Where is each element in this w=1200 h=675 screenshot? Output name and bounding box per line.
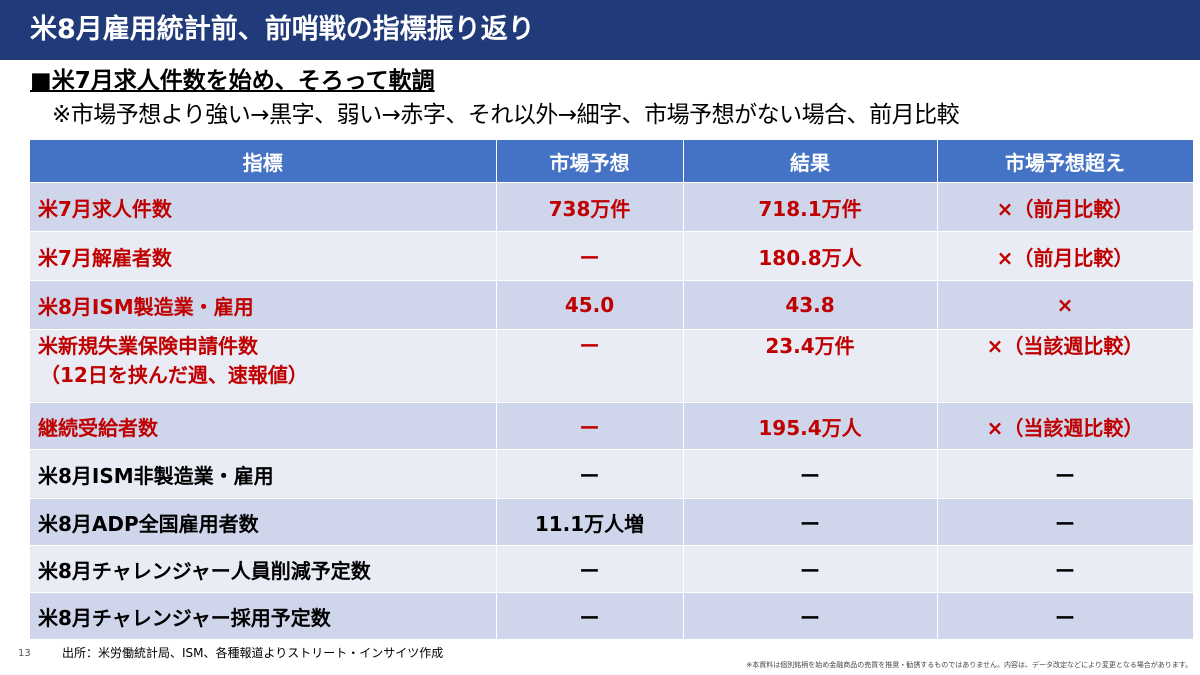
indicator-cell: 米8月ADP全国雇用者数 xyxy=(30,498,497,546)
forecast-cell: ー xyxy=(496,592,684,639)
disclaimer: ※本資料は個別銘柄を始め金融商品の売買を推奨・勧誘するものではありません。内容は… xyxy=(746,661,1192,669)
color-legend-note: ※市場予想より強い→黒字、弱い→赤字、それ以外→細字、市場予想がない場合、前月比… xyxy=(52,102,960,128)
indicator-cell: 米7月求人件数 xyxy=(30,182,497,232)
forecast-cell: ー xyxy=(496,545,684,593)
result-cell: ー xyxy=(683,592,938,639)
result-cell: ー xyxy=(683,545,938,593)
forecast-cell: ー xyxy=(496,402,684,450)
slide-subtitle: ■米7月求人件数を始め、そろって軟調 xyxy=(30,68,435,94)
forecast-cell: ー xyxy=(496,449,684,499)
indicator-cell: 米新規失業保険申請件数 （12日を挟んだ週、速報値） xyxy=(30,329,497,403)
forecast-cell: 11.1万人増 xyxy=(496,498,684,546)
header-result: 結果 xyxy=(683,140,938,183)
forecast-cell: 45.0 xyxy=(496,280,684,330)
table-row: 米8月ISM非製造業・雇用 ー ー ー xyxy=(30,449,1194,499)
forecast-cell: ー xyxy=(496,329,684,403)
forecast-cell: ー xyxy=(496,231,684,281)
forecast-cell: 738万件 xyxy=(496,182,684,232)
beat-cell: ×（当該週比較） xyxy=(937,402,1194,450)
indicator-cell: 米8月チャレンジャー人員削減予定数 xyxy=(30,545,497,593)
indicator-cell: 米8月チャレンジャー採用予定数 xyxy=(30,592,497,639)
page-number: 13 xyxy=(18,648,31,659)
table-row: 米7月解雇者数 ー 180.8万人 ×（前月比較） xyxy=(30,231,1194,281)
result-cell: 23.4万件 xyxy=(683,329,938,403)
table-row: 米8月チャレンジャー採用予定数 ー ー ー xyxy=(30,592,1194,639)
result-cell: ー xyxy=(683,449,938,499)
beat-cell: ー xyxy=(937,449,1194,499)
result-cell: ー xyxy=(683,498,938,546)
table-row: 継続受給者数 ー 195.4万人 ×（当該週比較） xyxy=(30,402,1194,450)
result-cell: 43.8 xyxy=(683,280,938,330)
indicator-cell: 米7月解雇者数 xyxy=(30,231,497,281)
indicator-line-2: （12日を挟んだ週、速報値） xyxy=(40,363,308,387)
header-forecast: 市場予想 xyxy=(496,140,684,183)
table-row: 米8月チャレンジャー人員削減予定数 ー ー ー xyxy=(30,545,1194,593)
header-beat: 市場予想超え xyxy=(937,140,1194,183)
beat-cell: ×（前月比較） xyxy=(937,182,1194,232)
header-indicator: 指標 xyxy=(30,140,497,183)
table-row: 米7月求人件数 738万件 718.1万件 ×（前月比較） xyxy=(30,182,1194,232)
beat-cell: ー xyxy=(937,545,1194,593)
indicator-table: 指標 市場予想 結果 市場予想超え 米7月求人件数 738万件 718.1万件 … xyxy=(30,140,1194,639)
result-cell: 195.4万人 xyxy=(683,402,938,450)
table-header-row: 指標 市場予想 結果 市場予想超え xyxy=(30,140,1194,183)
table-row: 米8月ISM製造業・雇用 45.0 43.8 × xyxy=(30,280,1194,330)
result-cell: 180.8万人 xyxy=(683,231,938,281)
result-cell: 718.1万件 xyxy=(683,182,938,232)
indicator-cell: 継続受給者数 xyxy=(30,402,497,450)
table-row: 米新規失業保険申請件数 （12日を挟んだ週、速報値） ー 23.4万件 ×（当該… xyxy=(30,329,1194,403)
beat-cell: ×（前月比較） xyxy=(937,231,1194,281)
beat-cell: × xyxy=(937,280,1194,330)
source-note: 出所：米労働統計局、ISM、各種報道よりストリート・インサイツ作成 xyxy=(62,646,444,660)
indicator-cell: 米8月ISM非製造業・雇用 xyxy=(30,449,497,499)
table-row: 米8月ADP全国雇用者数 11.1万人増 ー ー xyxy=(30,498,1194,546)
indicator-line-1: 米新規失業保険申請件数 xyxy=(38,334,258,358)
beat-cell: ー xyxy=(937,592,1194,639)
indicator-cell: 米8月ISM製造業・雇用 xyxy=(30,280,497,330)
beat-cell: ー xyxy=(937,498,1194,546)
slide-title: 米8月雇用統計前、前哨戦の指標振り返り xyxy=(0,0,1200,60)
beat-cell: ×（当該週比較） xyxy=(937,329,1194,403)
